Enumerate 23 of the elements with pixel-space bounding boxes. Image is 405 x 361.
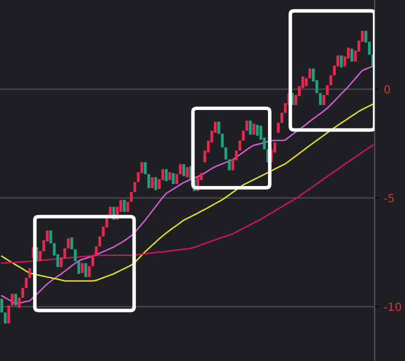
y-tick-label: -5 bbox=[384, 194, 394, 202]
candlestick bbox=[4, 312, 7, 324]
y-tick-label: 0 bbox=[384, 85, 390, 94]
candlestick bbox=[154, 176, 158, 191]
candlestick bbox=[130, 191, 133, 202]
candlestick bbox=[248, 120, 252, 136]
candlestick bbox=[175, 174, 178, 185]
candlestick bbox=[7, 304, 10, 324]
candlestick bbox=[242, 130, 245, 142]
line-series bbox=[1, 103, 374, 282]
candlestick bbox=[172, 172, 175, 185]
candlestick bbox=[77, 260, 80, 275]
candlestick bbox=[28, 268, 32, 278]
candlestick bbox=[350, 48, 354, 62]
candlestick bbox=[84, 262, 88, 278]
candlestick bbox=[49, 230, 52, 244]
candlestick bbox=[308, 68, 312, 79]
line-series bbox=[1, 65, 374, 304]
line-series bbox=[1, 144, 374, 264]
candlestick bbox=[147, 174, 150, 189]
candlestick bbox=[80, 262, 84, 274]
candlestick bbox=[220, 133, 224, 148]
y-tick-label: -10 bbox=[384, 302, 402, 312]
